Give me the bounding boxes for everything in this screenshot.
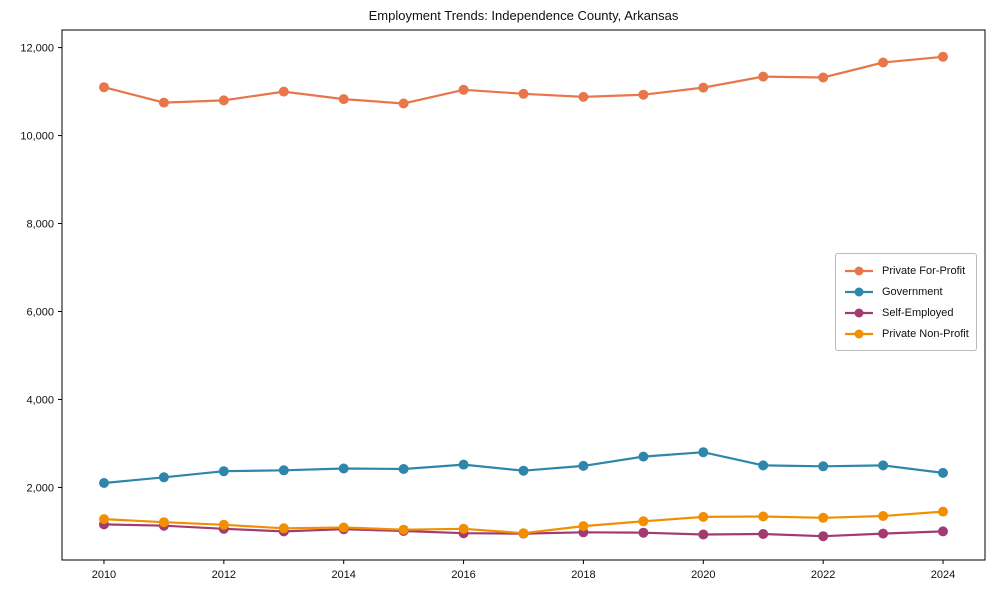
- y-tick-label: 6,000: [26, 306, 54, 318]
- data-point-marker: [698, 447, 709, 458]
- series-private-for-profit: [99, 51, 948, 109]
- data-point-marker: [458, 459, 469, 470]
- x-tick-label: 2022: [811, 569, 835, 581]
- data-point-marker: [698, 529, 709, 540]
- y-tick-label: 8,000: [26, 219, 54, 231]
- data-point-marker: [338, 522, 349, 533]
- y-tick-label: 4,000: [26, 394, 54, 406]
- data-point-marker: [158, 472, 169, 483]
- data-point-marker: [698, 82, 709, 93]
- data-point-marker: [278, 523, 289, 534]
- x-axis: 2010 2012 2014 2016 2018 2020 2022 2024: [92, 560, 955, 581]
- data-point-marker: [218, 519, 229, 530]
- data-point-marker: [458, 523, 469, 534]
- data-point-marker: [158, 517, 169, 528]
- legend-label: Private Non-Profit: [882, 327, 969, 340]
- data-point-marker: [218, 466, 229, 477]
- legend-item-private-non-profit: Private Non-Profit: [844, 323, 969, 344]
- chart-title: Employment Trends: Independence County, …: [368, 8, 679, 23]
- data-point-marker: [818, 531, 829, 542]
- data-point-marker: [398, 98, 409, 109]
- y-tick-label: 2,000: [26, 482, 54, 494]
- data-point-marker: [99, 82, 109, 93]
- x-tick-label: 2016: [451, 569, 475, 581]
- legend-line-marker-icon: [845, 329, 873, 338]
- legend-label: Government: [882, 285, 943, 298]
- legend-line-marker-icon: [845, 308, 873, 317]
- data-point-marker: [518, 88, 529, 99]
- x-tick-label: 2020: [691, 569, 715, 581]
- y-tick-label: 12,000: [20, 43, 54, 55]
- plot-border: [61, 29, 986, 561]
- data-point-marker: [758, 529, 769, 539]
- data-point-marker: [398, 464, 409, 474]
- data-point-marker: [818, 72, 829, 83]
- data-point-marker: [938, 506, 948, 517]
- y-tick-label: 10,000: [20, 131, 54, 143]
- data-point-marker: [518, 528, 529, 539]
- y-axis: 2,000 4,000 6,000 8,000 10,000 12,000: [20, 43, 62, 494]
- data-point-marker: [698, 511, 709, 522]
- data-point-marker: [638, 527, 649, 538]
- data-point-marker: [878, 528, 889, 539]
- data-point-marker: [218, 95, 229, 106]
- data-point-marker: [818, 512, 829, 523]
- data-point-marker: [578, 521, 589, 532]
- data-point-marker: [878, 460, 889, 471]
- data-point-marker: [638, 89, 649, 100]
- data-point-marker: [158, 97, 169, 108]
- legend-line-marker-icon: [845, 287, 873, 296]
- legend-item-private-for-profit: Private For-Profit: [844, 260, 968, 281]
- data-point-marker: [758, 511, 769, 522]
- data-point-marker: [878, 511, 889, 521]
- x-tick-label: 2024: [931, 569, 955, 581]
- data-point-marker: [638, 516, 649, 527]
- data-point-marker: [758, 71, 769, 82]
- legend-item-self-employed: Self-Employed: [844, 302, 968, 323]
- legend-label: Private For-Profit: [882, 264, 966, 277]
- data-point-marker: [458, 84, 469, 95]
- legend-item-government: Government: [844, 281, 968, 302]
- series-private-non-profit: [99, 506, 948, 539]
- data-point-marker: [578, 91, 589, 102]
- data-point-marker: [878, 57, 889, 68]
- data-point-marker: [338, 94, 349, 105]
- data-point-marker: [938, 51, 948, 62]
- data-point-marker: [518, 465, 529, 476]
- x-tick-label: 2018: [571, 569, 595, 581]
- data-point-marker: [99, 478, 109, 488]
- data-point-marker: [398, 524, 409, 535]
- data-point-marker: [938, 526, 948, 537]
- data-point-marker: [99, 514, 109, 525]
- series-government: [99, 447, 948, 488]
- x-tick-label: 2014: [331, 569, 355, 581]
- data-point-marker: [938, 467, 948, 478]
- x-tick-label: 2012: [212, 569, 236, 581]
- data-point-marker: [578, 460, 589, 471]
- legend-line-marker-icon: [845, 266, 873, 275]
- data-point-marker: [818, 461, 829, 472]
- legend: Private For-Profit Government Self-Employe…: [835, 253, 977, 351]
- legend-label: Self-Employed: [882, 306, 954, 319]
- data-point-marker: [278, 86, 289, 97]
- data-point-marker: [758, 460, 769, 471]
- data-point-marker: [338, 463, 349, 474]
- data-point-marker: [278, 465, 289, 476]
- data-point-marker: [638, 451, 649, 462]
- x-tick-label: 2010: [92, 569, 116, 581]
